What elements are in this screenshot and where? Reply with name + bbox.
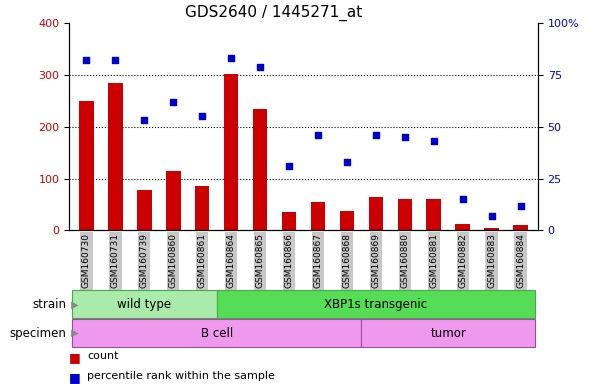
Text: GSM160731: GSM160731: [111, 233, 120, 288]
Bar: [340, 211, 354, 230]
Point: [487, 213, 496, 219]
Text: GSM160881: GSM160881: [429, 233, 438, 288]
Bar: [311, 202, 325, 230]
Text: strain: strain: [32, 298, 66, 311]
Text: percentile rank within the sample: percentile rank within the sample: [87, 371, 275, 381]
Text: GSM160864: GSM160864: [227, 233, 236, 288]
Bar: [224, 74, 239, 230]
Bar: [427, 199, 441, 230]
Bar: [72, 319, 361, 347]
Bar: [137, 190, 151, 230]
Bar: [195, 186, 210, 230]
Point: [284, 163, 294, 169]
Point: [139, 118, 149, 124]
Point: [458, 196, 468, 202]
Text: ▶: ▶: [68, 299, 79, 310]
Text: GSM160883: GSM160883: [487, 233, 496, 288]
Point: [342, 159, 352, 165]
Text: ■: ■: [69, 371, 81, 384]
Text: specimen: specimen: [9, 327, 66, 339]
Bar: [72, 291, 217, 318]
Text: GSM160860: GSM160860: [169, 233, 178, 288]
Text: wild type: wild type: [117, 298, 171, 311]
Point: [313, 132, 323, 138]
Text: B cell: B cell: [201, 327, 233, 339]
Text: GDS2640 / 1445271_at: GDS2640 / 1445271_at: [185, 5, 362, 21]
Bar: [361, 319, 535, 347]
Text: GSM160739: GSM160739: [140, 233, 149, 288]
Bar: [456, 224, 470, 230]
Text: GSM160882: GSM160882: [458, 233, 467, 288]
Text: count: count: [87, 351, 118, 361]
Bar: [513, 225, 528, 230]
Text: GSM160880: GSM160880: [400, 233, 409, 288]
Bar: [79, 101, 94, 230]
Text: GSM160730: GSM160730: [82, 233, 91, 288]
Text: GSM160866: GSM160866: [284, 233, 293, 288]
Point: [111, 57, 120, 63]
Text: GSM160884: GSM160884: [516, 233, 525, 288]
Text: XBP1s transgenic: XBP1s transgenic: [325, 298, 427, 311]
Text: GSM160861: GSM160861: [198, 233, 207, 288]
Text: ▶: ▶: [68, 328, 79, 338]
Text: GSM160867: GSM160867: [314, 233, 323, 288]
Bar: [166, 171, 180, 230]
Point: [516, 202, 525, 209]
Point: [371, 132, 380, 138]
Point: [82, 57, 91, 63]
Text: tumor: tumor: [430, 327, 466, 339]
Bar: [217, 291, 535, 318]
Text: GSM160868: GSM160868: [343, 233, 352, 288]
Point: [227, 55, 236, 61]
Bar: [253, 109, 267, 230]
Text: ■: ■: [69, 351, 81, 364]
Bar: [282, 212, 296, 230]
Point: [255, 63, 265, 70]
Bar: [108, 83, 123, 230]
Point: [168, 99, 178, 105]
Bar: [484, 228, 499, 230]
Point: [197, 113, 207, 119]
Text: GSM160869: GSM160869: [371, 233, 380, 288]
Text: GSM160865: GSM160865: [255, 233, 264, 288]
Point: [429, 138, 439, 144]
Point: [400, 134, 410, 140]
Bar: [368, 197, 383, 230]
Bar: [397, 199, 412, 230]
